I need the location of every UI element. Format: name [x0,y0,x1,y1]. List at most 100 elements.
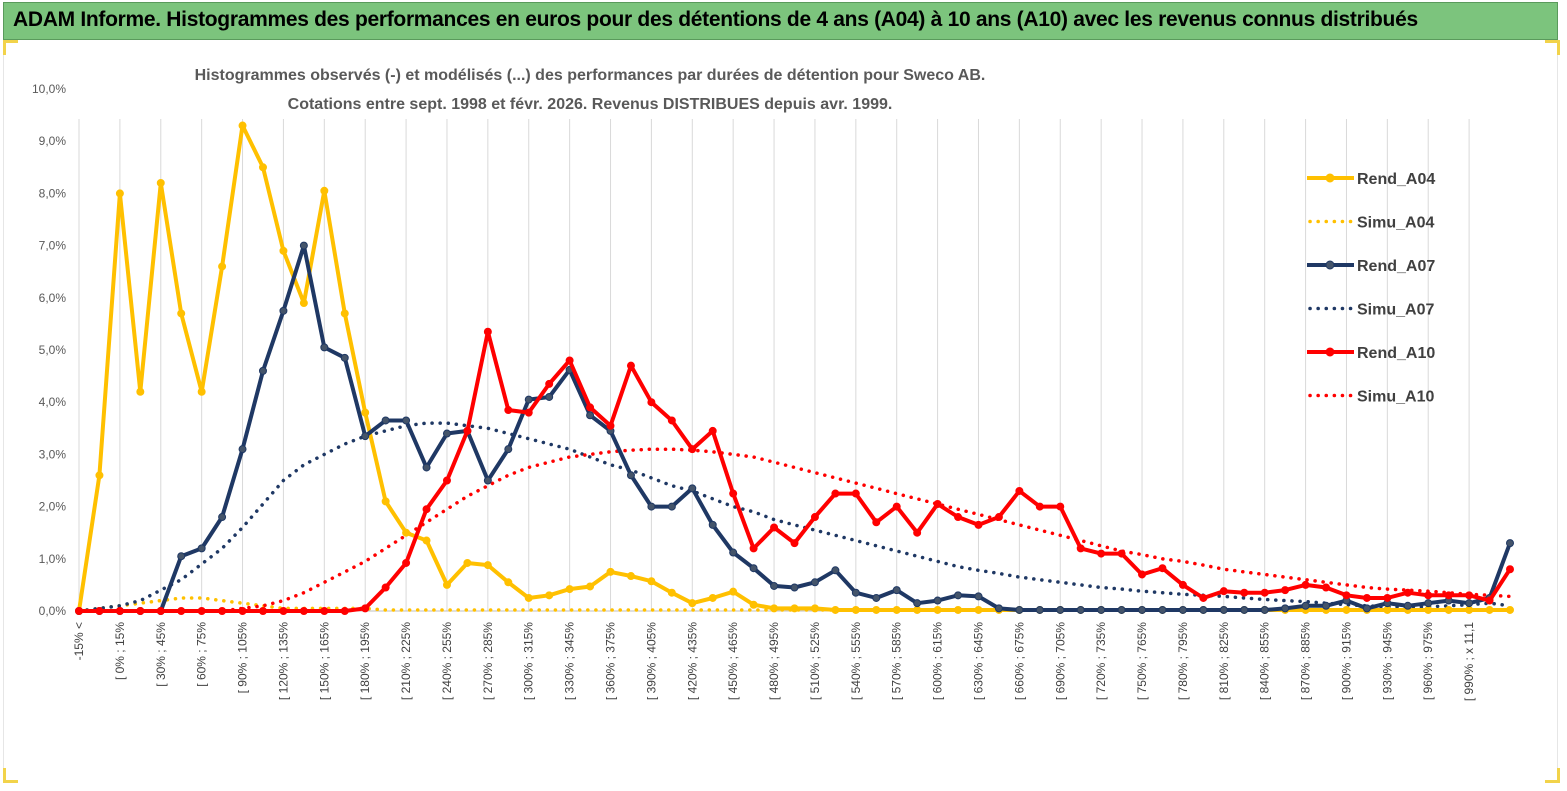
x-tick-label: [ 150% ; 165% [317,622,331,700]
data-point-Rend_A07 [994,604,1003,613]
data-point-Rend_A07 [1178,605,1187,614]
x-tick-label: [ 330% ; 345% [563,622,577,700]
data-point-Rend_A07 [913,599,922,608]
data-point-Rend_A04 [667,588,676,597]
data-point-Rend_A10 [729,489,738,498]
x-tick-label: [ 690% ; 705% [1053,622,1067,700]
gridlines [78,119,1510,612]
data-point-Rend_A04 [1383,605,1392,614]
data-point-Rend_A07 [770,581,779,590]
x-tick-label: [ 120% ; 135% [276,622,290,700]
data-point-Rend_A10 [872,518,881,527]
data-point-Rend_A04 [1506,605,1514,614]
frame-corner-bottom-left [3,768,18,783]
data-point-Rend_A04 [177,309,186,318]
x-tick-label: [ 420% ; 435% [685,622,699,700]
legend-label: Simu_A04 [1357,215,1434,232]
chart-title-line1: Histogrammes observés (-) et modélisés (… [195,67,986,84]
data-point-Rend_A07 [851,588,860,597]
y-tick-label: 8,0% [39,186,67,200]
data-point-Rend_A04 [422,536,431,545]
data-point-Rend_A10 [1281,586,1290,595]
data-point-Rend_A10 [933,499,942,508]
x-tick-label: [ 270% ; 285% [481,622,495,700]
data-point-Rend_A04 [361,408,370,417]
data-point-Rend_A10 [810,513,819,522]
data-point-Rend_A10 [790,539,799,548]
x-tick-label: [ 90% ; 105% [236,622,250,694]
data-point-Rend_A10 [75,607,83,615]
data-point-Rend_A04 [442,580,451,589]
data-point-Rend_A04 [872,605,881,614]
data-point-Rend_A10 [1506,565,1514,574]
data-point-Rend_A04 [340,309,349,318]
data-point-Rend_A07 [586,411,595,420]
x-tick-label: [ 450% ; 465% [726,622,740,700]
data-point-Rend_A07 [299,241,308,250]
data-point-Rend_A07 [1219,605,1228,614]
series-line-Rend_A07 [79,243,1512,613]
data-point-Rend_A10 [1178,580,1187,589]
frame-corner-bottom-right [1545,768,1560,783]
y-tick-label: 1,0% [39,552,67,566]
data-point-Rend_A10 [851,489,860,498]
data-point-Rend_A04 [770,604,779,613]
x-axis: -15% < [ 0% ; 15% [ 30% ; 45% [ 60% ; 75% [ … [72,622,1476,702]
data-point-Rend_A07 [1322,601,1331,610]
data-point-Rend_A07 [647,502,656,511]
data-point-Rend_A04 [1465,605,1474,614]
data-point-Rend_A10 [913,528,922,537]
x-tick-label: [ 660% ; 675% [1012,622,1026,700]
x-tick-label: [ 900% ; 915% [1339,622,1353,700]
x-tick-label: [ 390% ; 405% [644,622,658,700]
data-point-Rend_A10 [238,607,247,615]
data-point-Rend_A07 [1158,605,1167,614]
data-point-Rend_A10 [258,607,267,615]
y-tick-label: 5,0% [39,343,67,357]
x-tick-label: [ 930% ; 945% [1380,622,1394,700]
data-point-Rend_A04 [197,387,206,396]
y-tick-label: 0,0% [39,604,67,618]
data-point-Rend_A10 [1465,591,1474,600]
data-point-Rend_A07 [422,463,431,472]
data-point-Rend_A10 [115,607,124,615]
data-point-Rend_A04 [831,605,840,614]
chart-title-line2: Cotations entre sept. 1998 et févr. 2026… [288,96,893,113]
data-point-Rend_A07 [1199,605,1208,614]
data-point-Rend_A04 [1444,605,1453,614]
data-point-Rend_A10 [381,583,390,592]
data-point-Rend_A04 [647,577,656,586]
data-point-Rend_A10 [218,607,227,615]
report-title: ADAM Informe. Histogrammes des performan… [13,8,1418,31]
data-point-Rend_A04 [749,600,758,609]
data-point-Rend_A10 [892,502,901,511]
data-point-Rend_A10 [954,513,963,522]
data-point-Rend_A04 [238,121,247,130]
data-point-Rend_A07 [831,566,840,575]
legend: Rend_A04 Simu_A04 Rend_A07 Simu_A07 Rend_A10… [1307,171,1435,406]
data-point-Rend_A04 [258,163,267,172]
data-point-Rend_A07 [974,592,983,601]
data-point-Rend_A04 [402,528,411,537]
data-point-Rend_A10 [545,379,554,388]
data-point-Rend_A04 [913,605,922,614]
data-point-Rend_A07 [402,416,411,425]
data-point-Rend_A07 [545,392,554,401]
data-point-Rend_A07 [1097,605,1106,614]
data-point-Rend_A07 [1465,599,1474,608]
data-point-Rend_A04 [279,246,288,255]
data-point-Rend_A04 [1424,605,1433,614]
data-point-Rend_A07 [1056,605,1065,614]
x-tick-label: [ 60% ; 75% [195,622,209,687]
series-group [75,121,1514,615]
data-point-Rend_A07 [218,513,227,522]
data-point-Rend_A10 [1076,544,1085,553]
data-point-Rend_A07 [688,484,697,493]
data-point-Rend_A04 [892,605,901,614]
data-point-Rend_A07 [381,416,390,425]
data-point-Rend_A04 [504,578,513,587]
y-tick-label: 9,0% [39,134,67,148]
data-point-Rend_A07 [790,583,799,592]
data-point-Rend_A04 [688,599,697,608]
